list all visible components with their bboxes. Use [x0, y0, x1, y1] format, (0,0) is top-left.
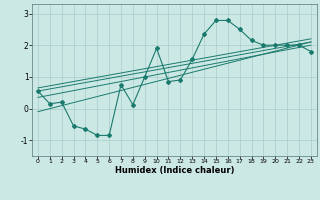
X-axis label: Humidex (Indice chaleur): Humidex (Indice chaleur) [115, 166, 234, 175]
